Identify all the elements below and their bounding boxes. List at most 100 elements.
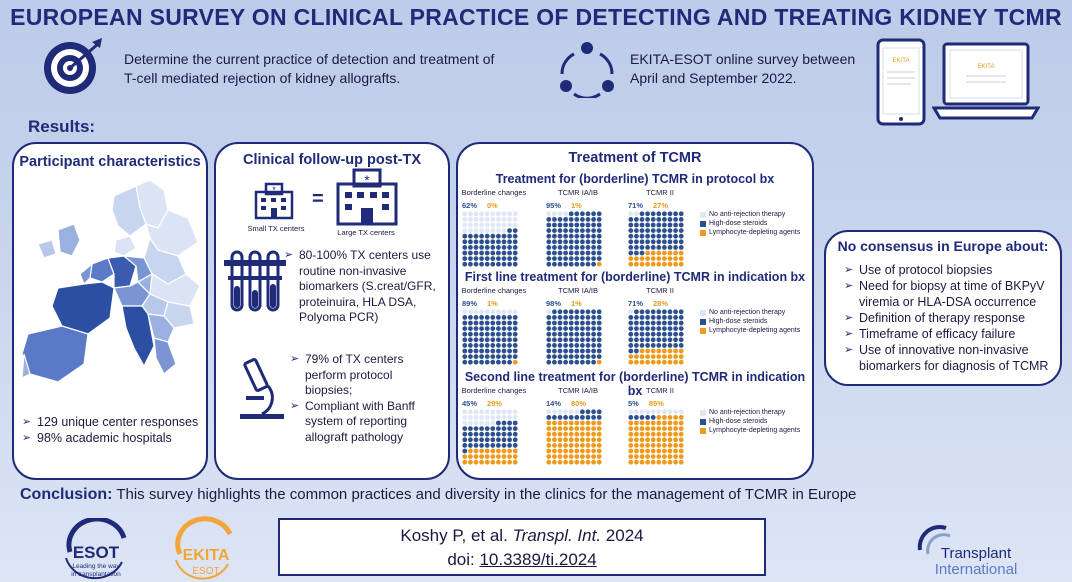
waffle-dot xyxy=(628,233,634,239)
waffle-dot xyxy=(473,217,479,222)
waffle-dot xyxy=(568,454,574,459)
waffle-dot xyxy=(479,354,484,359)
reference-authors: Koshy P, et al. xyxy=(400,526,508,545)
large-centers-label: Large TX centers xyxy=(337,228,395,237)
waffle-dot xyxy=(634,437,639,443)
waffle-dot xyxy=(507,217,512,222)
waffle-dot xyxy=(580,245,585,250)
waffle-dot xyxy=(596,211,602,217)
waffle-dot xyxy=(552,309,557,315)
waffle-dot xyxy=(645,420,650,426)
waffle-dot xyxy=(490,420,496,426)
waffle-dot xyxy=(563,250,568,256)
waffle-dot xyxy=(673,211,678,217)
waffle-dot xyxy=(501,320,507,326)
waffle-dot xyxy=(585,409,591,415)
legend-label: Lymphocyte-depleting agents xyxy=(709,427,801,434)
waffle-dot xyxy=(585,245,591,250)
esot-tagline-2: in transplantation xyxy=(71,571,121,578)
waffle-dot xyxy=(639,443,645,448)
waffle-dot xyxy=(490,320,496,326)
waffle-dot xyxy=(645,256,650,261)
waffle-dot xyxy=(585,239,591,245)
waffle-dot xyxy=(585,359,591,365)
lymph-percent: 85% xyxy=(648,399,664,408)
waffle-dot xyxy=(662,431,667,437)
legend-swatch xyxy=(700,409,706,416)
waffle-dot xyxy=(667,454,673,459)
waffle-dot xyxy=(490,443,496,448)
waffle-dot xyxy=(501,348,507,354)
waffle-dot xyxy=(507,222,512,228)
waffle-dot xyxy=(507,233,512,239)
waffle-dot xyxy=(645,261,650,267)
waffle-dot xyxy=(512,437,518,443)
doi-link[interactable]: 10.3389/ti.2024 xyxy=(479,550,597,569)
waffle-dot xyxy=(563,228,568,233)
waffle-dot xyxy=(557,431,563,437)
waffle-dot xyxy=(596,420,602,426)
waffle-dot xyxy=(645,245,650,250)
waffle-dot xyxy=(580,343,585,348)
waffle-dot xyxy=(557,348,563,354)
waffle-dot xyxy=(591,348,596,354)
waffle-dot xyxy=(667,228,673,233)
waffle-dot xyxy=(656,211,662,217)
waffle-dot xyxy=(468,415,473,420)
consensus-panel: No consensus in Europe about: Use of pro… xyxy=(824,230,1062,386)
waffle-dot xyxy=(574,211,580,217)
waffle-dot xyxy=(656,320,662,326)
waffle-dot xyxy=(580,354,585,359)
waffle-dot xyxy=(563,415,568,420)
waffle-dot xyxy=(650,415,656,420)
group-percentages: 89% 1% xyxy=(462,299,532,308)
consensus-line: Need for biopsy at time of BKPyV xyxy=(859,279,1045,293)
waffle-dot xyxy=(462,256,468,261)
waffle-dot xyxy=(645,222,650,228)
waffle-dot xyxy=(645,250,650,256)
waffle-dot xyxy=(596,359,602,365)
waffle-dot xyxy=(512,343,518,348)
waffle-dot xyxy=(496,448,501,454)
waffle-dot xyxy=(479,228,484,233)
legend-label: No anti-rejection therapy xyxy=(709,309,786,316)
waffle-dot xyxy=(678,409,684,415)
waffle-dot xyxy=(580,448,585,454)
waffle-dot xyxy=(591,459,596,465)
waffle-dot xyxy=(634,459,639,465)
waffle-dot xyxy=(673,331,678,337)
waffle-dot xyxy=(546,256,552,261)
waffle-dot xyxy=(568,448,574,454)
waffle-dot xyxy=(473,359,479,365)
waffle-dot xyxy=(650,239,656,245)
waffle-dot xyxy=(563,309,568,315)
waffle-dot xyxy=(662,331,667,337)
waffle-dot xyxy=(645,426,650,431)
waffle-dot xyxy=(552,443,557,448)
waffle-dot xyxy=(512,443,518,448)
waffle-dot xyxy=(490,228,496,233)
waffle-dot xyxy=(662,426,667,431)
waffle-dot xyxy=(462,354,468,359)
biopsy-line: biopsies; xyxy=(305,383,353,397)
waffle-dot xyxy=(656,239,662,245)
legend-item: Lymphocyte-depleting agents xyxy=(700,326,810,335)
waffle-dot xyxy=(479,222,484,228)
waffle-dot xyxy=(546,459,552,465)
waffle-dot xyxy=(496,437,501,443)
waffle-dot xyxy=(568,443,574,448)
waffle-dot xyxy=(512,448,518,454)
waffle-dot xyxy=(580,250,585,256)
waffle-dot xyxy=(628,459,634,465)
waffle-dot xyxy=(591,443,596,448)
waffle-dot xyxy=(673,239,678,245)
waffle-dot xyxy=(596,250,602,256)
waffle-dot xyxy=(667,239,673,245)
waffle-dot xyxy=(546,239,552,245)
ti-logo-line-1: Transplant xyxy=(941,545,1012,562)
waffle-dot xyxy=(552,420,557,426)
waffle-dot xyxy=(490,454,496,459)
waffle-dot xyxy=(673,359,678,365)
waffle-dot xyxy=(546,261,552,267)
waffle-dot xyxy=(596,320,602,326)
